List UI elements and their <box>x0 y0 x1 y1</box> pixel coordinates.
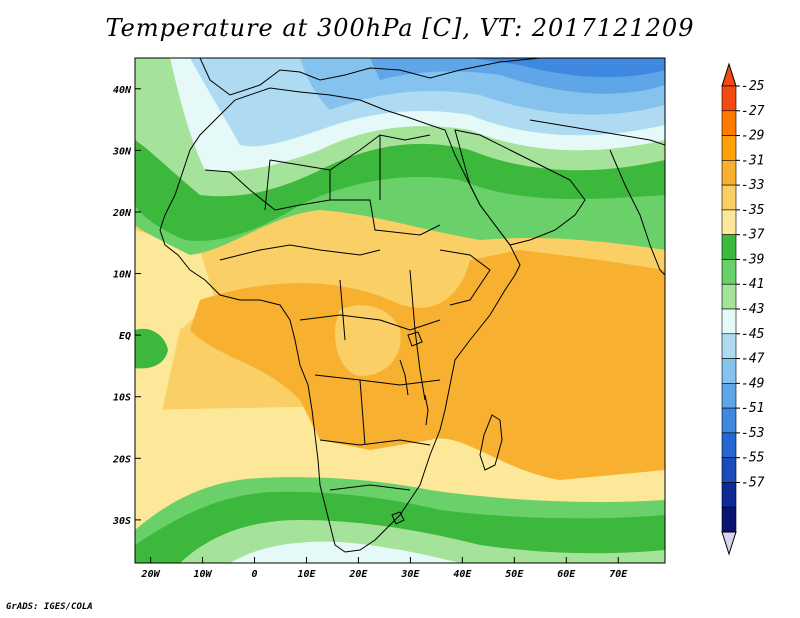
lon-tick-label: 40E <box>453 569 472 580</box>
colorbar-label: -35 <box>741 203 765 218</box>
lat-tick-label: 20S <box>112 454 131 465</box>
colorbar-label: -45 <box>741 327 765 342</box>
temperature-field <box>135 58 665 563</box>
latitude-axis: 40N 30N 20N 10N EQ 10S 20S 30S <box>112 85 141 527</box>
border-v1 <box>264 159 271 211</box>
colorbar-swatch <box>721 506 737 533</box>
colorbar-swatch <box>721 209 737 235</box>
field-yellow-congo <box>335 305 401 376</box>
colorbar-swatch <box>721 160 737 186</box>
colorbar-swatch <box>721 283 737 310</box>
africa-coastline <box>159 87 521 553</box>
colorbar-label: -53 <box>741 426 764 441</box>
colorbar-swatch <box>721 308 737 335</box>
iran-border <box>529 119 665 146</box>
colorbar-label: -49 <box>741 376 764 391</box>
colorbar-label: -51 <box>741 401 764 416</box>
lon-tick-label: 10E <box>297 569 316 580</box>
lon-tick-label: 0 <box>251 569 257 580</box>
lat-tick-label: 20N <box>112 208 132 219</box>
colorbar-label: -25 <box>741 79 765 94</box>
border-central <box>299 314 441 331</box>
colorbar-swatch <box>721 407 737 434</box>
europe-coast <box>199 58 541 96</box>
field-darkblue-north <box>470 58 665 78</box>
lon-tick-label: 60E <box>557 569 576 580</box>
colorbar-label: -37 <box>741 228 765 243</box>
lat-tick-label: 40N <box>113 85 132 96</box>
colorbar-swatch <box>721 358 737 384</box>
lake-tanganyika <box>399 359 409 396</box>
longitude-axis: 20W 10W 0 10E 20E 30E 40E 50E 60E 70E <box>141 557 628 580</box>
india-outline <box>609 149 665 276</box>
grads-credit: GrADS: IGES/COLA <box>6 602 93 612</box>
lat-tick-label: 30S <box>112 516 131 527</box>
lon-tick-label: 10W <box>194 569 213 580</box>
border-n2 <box>204 169 441 236</box>
border-east <box>409 269 426 401</box>
lat-tick-label: EQ <box>119 331 131 342</box>
border-south1 <box>314 374 441 386</box>
lat-tick-label: 10S <box>113 393 131 404</box>
colorbar-swatch <box>721 234 737 260</box>
lon-tick-label: 70E <box>609 569 628 580</box>
lesotho <box>391 511 405 525</box>
colorbar-swatch <box>721 85 737 112</box>
colorbar-label: -31 <box>741 153 764 168</box>
colorbar-bottom-arrow <box>721 531 737 556</box>
lat-tick-label: 10N <box>113 270 132 281</box>
colorbar-label: -33 <box>741 178 764 193</box>
colorbar-swatch <box>721 259 737 285</box>
colorbar-swatch <box>721 432 737 458</box>
colorbar-swatch <box>721 457 737 483</box>
colorbar-swatch <box>721 482 737 508</box>
colorbar-swatch <box>721 184 737 211</box>
border-cv <box>339 279 346 341</box>
lon-tick-label: 20E <box>348 569 368 580</box>
lon-tick-label: 30E <box>400 569 420 580</box>
colorbar-label: -47 <box>741 352 765 367</box>
map-title: Temperature at 300hPa [C], VT: 201712120… <box>105 14 695 42</box>
field-green-west-blob <box>135 328 168 369</box>
field-west-yellow <box>135 230 215 430</box>
colorbar-label: -55 <box>741 451 765 466</box>
colorbar-label: -29 <box>741 129 764 144</box>
colorbar-top-arrow <box>721 62 737 87</box>
colorbar-label: -43 <box>741 302 764 317</box>
colorbar-label: -39 <box>741 252 764 267</box>
colorbar-swatch <box>721 383 737 409</box>
colorbar-label: -41 <box>741 277 764 292</box>
colorbar-label: -57 <box>741 475 765 490</box>
arabian-peninsula <box>454 129 586 246</box>
colorbar-swatch <box>721 135 737 161</box>
madagascar <box>479 414 503 471</box>
map-frame <box>134 57 666 564</box>
border-south2 <box>319 439 431 446</box>
field-orange-central <box>190 250 665 480</box>
lon-tick-label: 20W <box>141 569 161 580</box>
lake-victoria <box>407 331 423 347</box>
border-sahel <box>219 244 381 261</box>
colorbar-swatch <box>721 110 737 136</box>
colorbar-label: -27 <box>741 104 765 119</box>
lat-tick-label: 30N <box>112 146 132 157</box>
lake-malawi <box>424 394 429 426</box>
colorbar-swatch <box>721 333 737 359</box>
border-south4 <box>329 484 411 491</box>
country-borders <box>159 58 665 553</box>
colorbar-legend: -25 -27 -29 -31 -33 -35 -37 -39 -41 -43 -45 -47 -49 -… <box>721 62 765 556</box>
lon-tick-label: 50E <box>505 569 524 580</box>
border-ethiopia <box>439 249 491 306</box>
border-n1 <box>269 134 431 171</box>
border-south3 <box>359 379 366 446</box>
